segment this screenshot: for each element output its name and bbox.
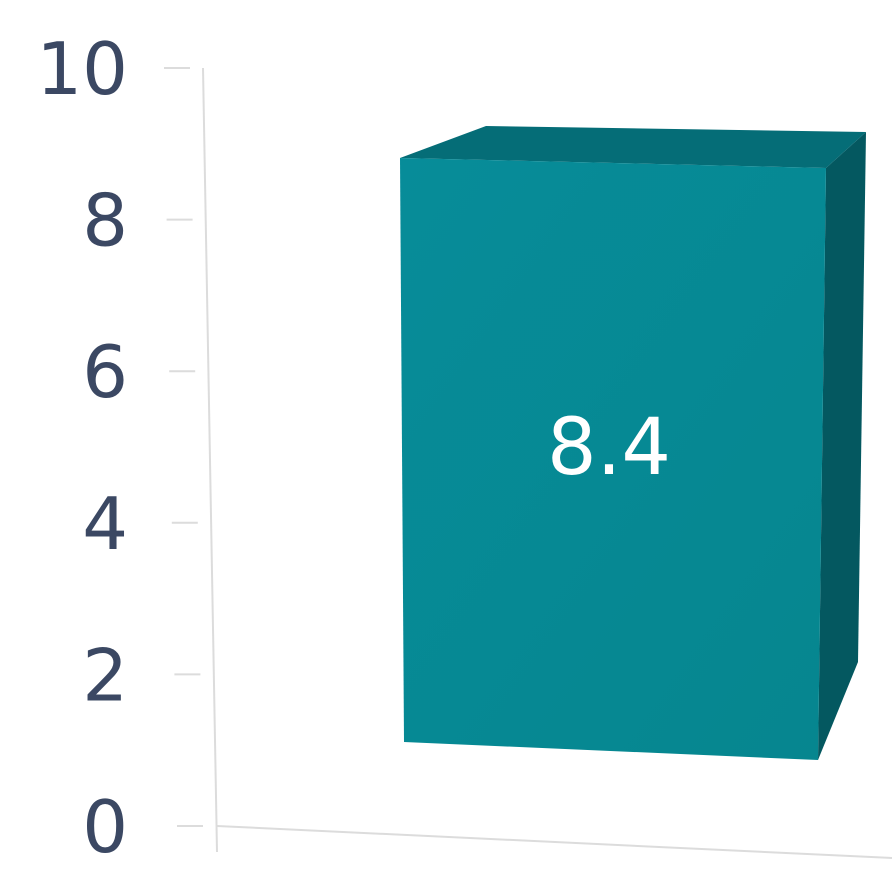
y-tick-label: 6 xyxy=(82,330,128,414)
bar-data-label: 8.4 xyxy=(547,403,671,493)
y-axis: 10 8 6 4 2 0 xyxy=(36,27,218,869)
y-tick-label: 0 xyxy=(82,785,128,869)
y-tick-label: 8 xyxy=(82,179,128,263)
bar-side xyxy=(818,132,866,760)
y-ticks: 10 8 6 4 2 0 xyxy=(36,27,203,869)
y-tick-label: 4 xyxy=(82,482,128,566)
y-tick-label: 2 xyxy=(82,633,128,717)
bars: 8.4 xyxy=(400,126,866,760)
bar xyxy=(400,158,826,760)
bar-top xyxy=(400,126,866,168)
x-axis-line xyxy=(216,825,892,859)
y-tick-label: 10 xyxy=(36,27,128,111)
y-axis-line xyxy=(202,67,218,853)
x-axis xyxy=(216,825,892,859)
